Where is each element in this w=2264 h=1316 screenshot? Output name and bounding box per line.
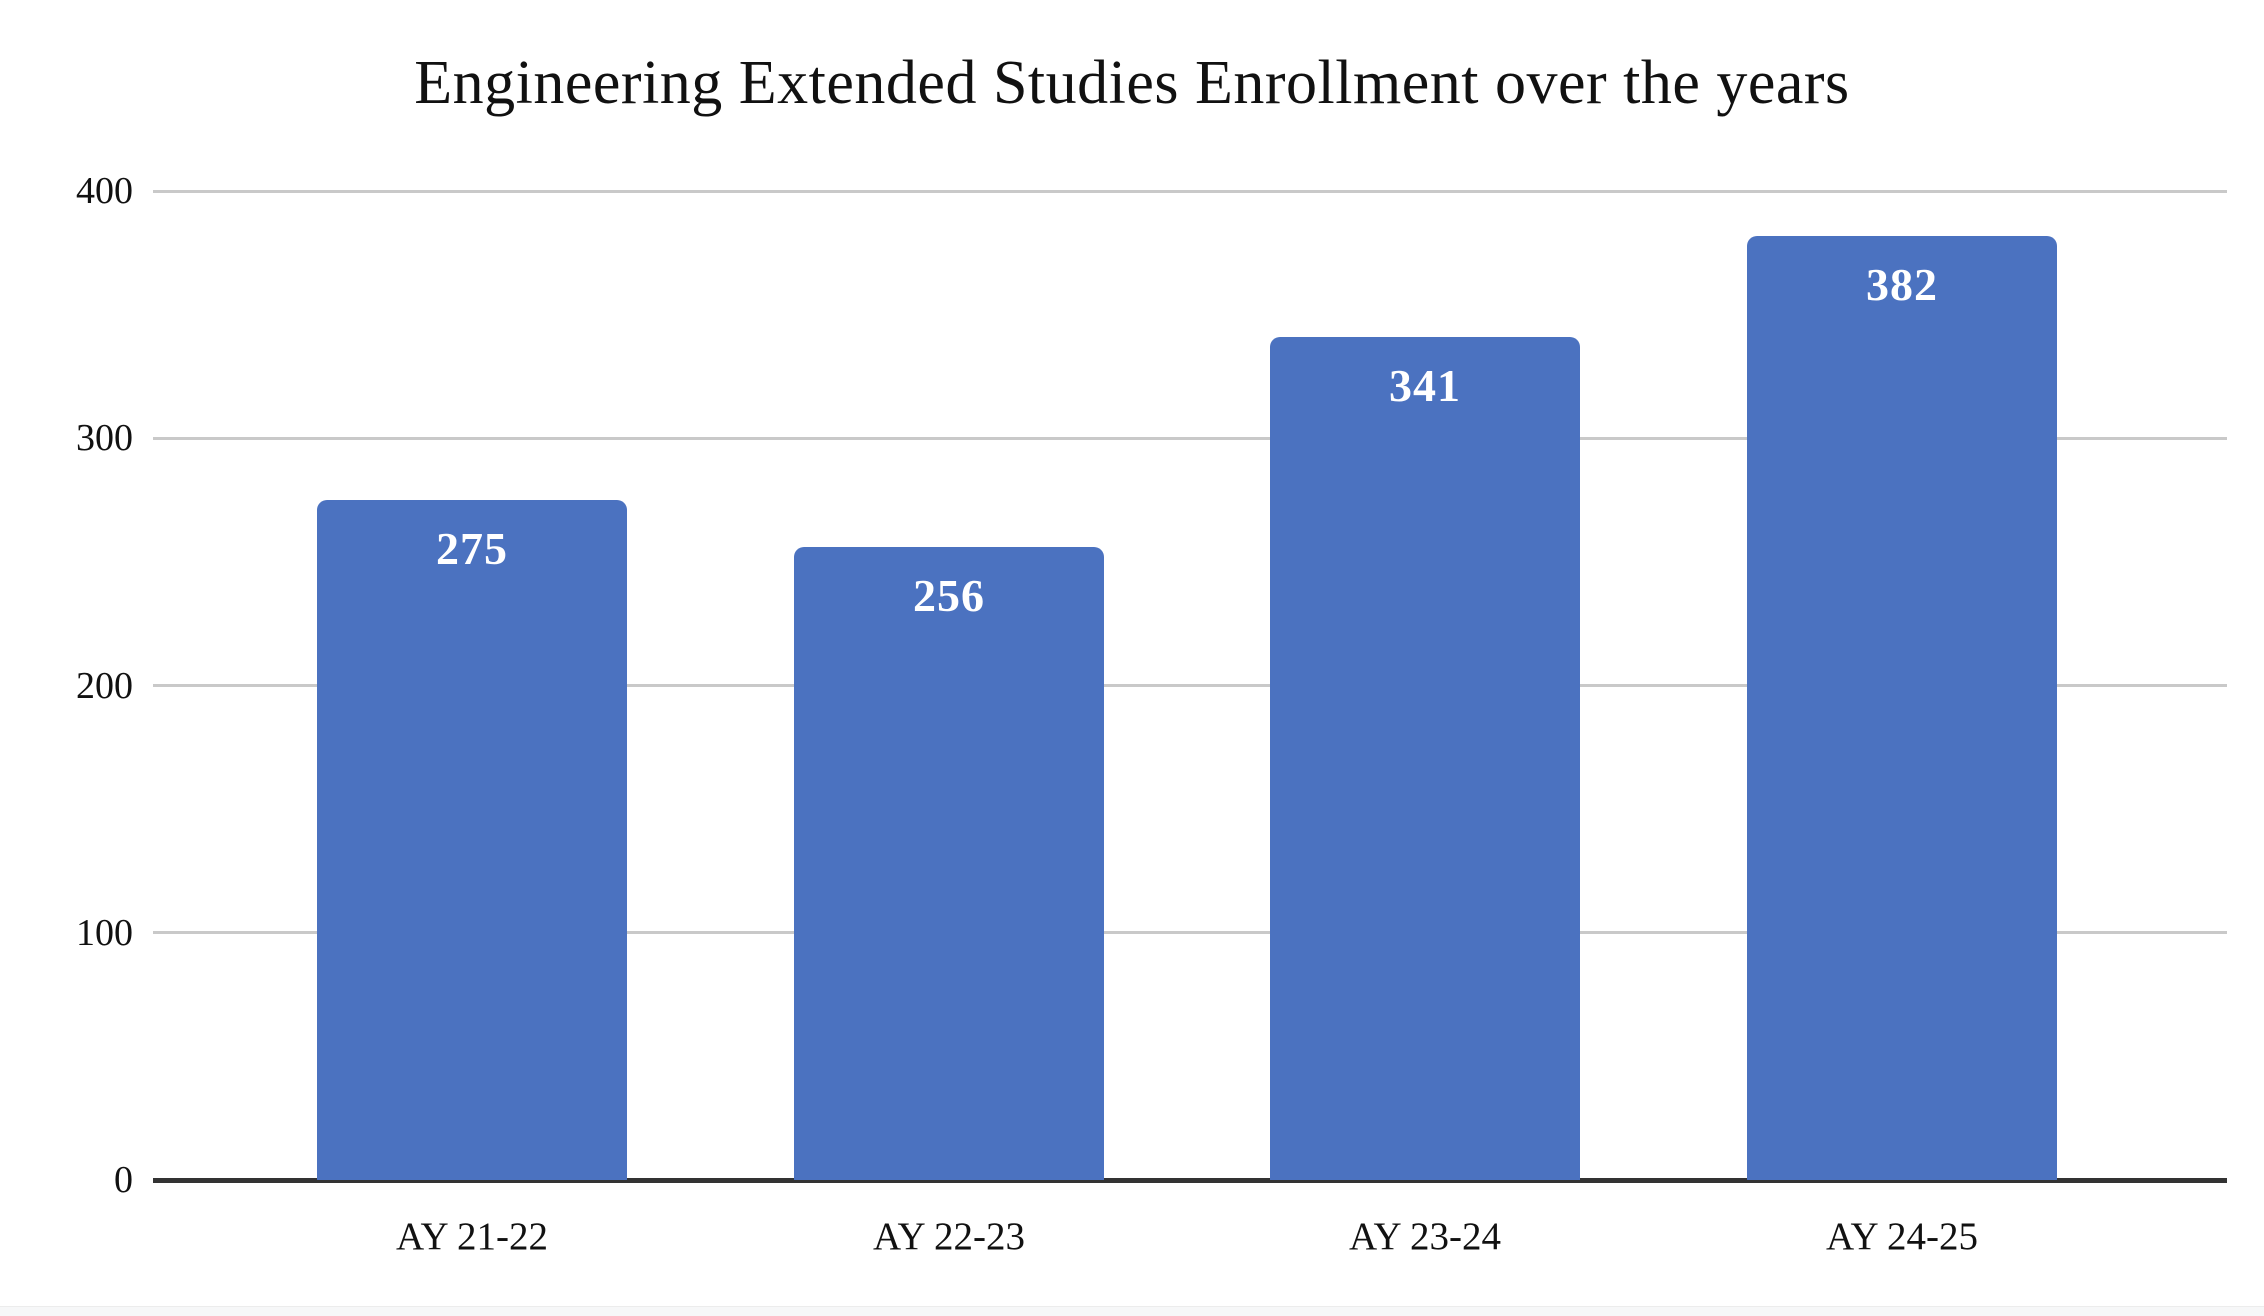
- x-axis-line: [153, 1178, 2227, 1183]
- bar-AY 23-24: 341: [1270, 337, 1580, 1180]
- y-axis-tick-label: 400: [76, 170, 133, 212]
- bottom-edge-strip: [0, 1306, 2264, 1316]
- y-axis-tick-label: 300: [76, 417, 133, 459]
- bar-value-label: 256: [913, 570, 985, 621]
- bar-AY 21-22: 275: [317, 500, 627, 1180]
- gridline-400: [153, 190, 2227, 193]
- y-axis-tick-label: 100: [76, 912, 133, 954]
- chart-title: Engineering Extended Studies Enrollment …: [414, 49, 1850, 117]
- bar-value-label: 382: [1866, 259, 1938, 310]
- gridline-100: [153, 931, 2227, 934]
- y-axis-tick-label: 0: [114, 1159, 133, 1201]
- bar-value-label: 275: [436, 523, 508, 574]
- bar-AY 22-23: 256: [794, 547, 1104, 1180]
- y-axis-tick-label: 200: [76, 665, 133, 707]
- bar-value-label: 341: [1389, 360, 1461, 411]
- gridline-300: [153, 437, 2227, 440]
- x-axis-category-label: AY 24-25: [1825, 1215, 1979, 1258]
- x-axis-category-label: AY 22-23: [872, 1215, 1026, 1258]
- x-axis-category-label: AY 23-24: [1348, 1215, 1502, 1258]
- gridline-200: [153, 684, 2227, 687]
- x-axis-category-label: AY 21-22: [395, 1215, 549, 1258]
- bar-AY 24-25: 382: [1747, 236, 2057, 1180]
